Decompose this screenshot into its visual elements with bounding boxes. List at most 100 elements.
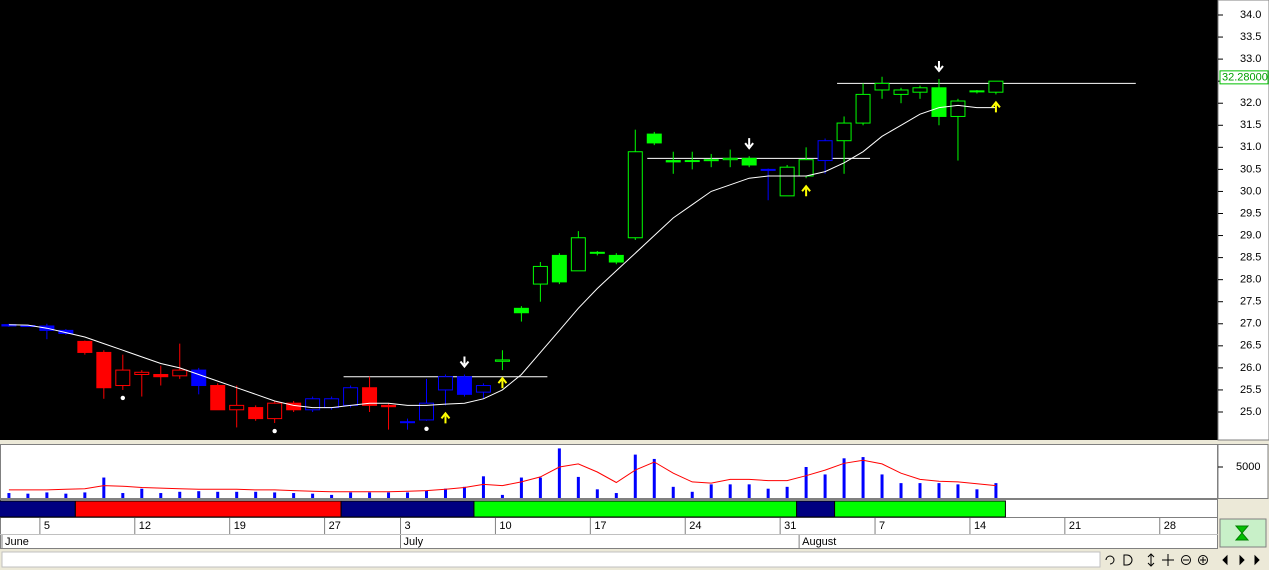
dot-marker <box>272 428 277 434</box>
volume-bar <box>64 493 68 498</box>
volume-bar <box>671 486 675 498</box>
candle-body <box>817 140 833 162</box>
sell-arrow <box>459 356 470 369</box>
candle-body <box>324 398 340 409</box>
trend-segment <box>74 500 342 518</box>
x-tick-label: 17 <box>594 520 606 532</box>
scrollbar[interactable] <box>1 551 1101 568</box>
x-tick-label: 28 <box>1164 520 1176 532</box>
volume-bar <box>652 458 656 498</box>
volume-bar <box>595 489 599 498</box>
candle-body <box>950 100 966 117</box>
y-tick-label: 33.5 <box>1240 31 1261 43</box>
candle-body <box>627 151 643 239</box>
volume-bar <box>349 492 353 498</box>
y-tick-label: 30.0 <box>1240 185 1261 197</box>
trend-segment <box>796 500 836 518</box>
volume-bar <box>804 467 808 498</box>
refresh-icon[interactable] <box>1105 555 1115 565</box>
volume-bar <box>519 477 523 498</box>
volume-bar <box>462 486 466 498</box>
last-price-label: 32.28000 <box>1222 71 1268 83</box>
candle-body <box>912 87 928 93</box>
candle-body <box>646 133 662 144</box>
candle-body <box>969 90 985 93</box>
zoom-in-plus <box>1200 557 1206 563</box>
volume-bar <box>633 454 637 498</box>
volume-bar <box>842 458 846 498</box>
hourglass-button[interactable] <box>1219 518 1267 548</box>
volume-bar <box>538 477 542 498</box>
x-tick-label: 3 <box>405 520 411 532</box>
candle-body <box>153 373 169 378</box>
volume-bar <box>197 491 201 498</box>
candle-body <box>741 157 757 166</box>
volume-ma <box>8 459 996 493</box>
x-tick-label: 27 <box>329 520 341 532</box>
volume-bar <box>368 492 372 498</box>
candle-body <box>513 307 529 314</box>
y-tick-label: 26.0 <box>1240 362 1261 374</box>
candle-body <box>210 385 226 411</box>
vzoom-icon[interactable] <box>1147 553 1155 567</box>
volume-bar <box>576 476 580 498</box>
volume-bar <box>7 493 11 498</box>
candle-body <box>798 159 814 177</box>
candle-body <box>855 93 871 124</box>
x-tick-label: 24 <box>689 520 701 532</box>
candle-body <box>418 402 434 421</box>
move-icon[interactable] <box>1162 554 1174 566</box>
volume-bar <box>899 483 903 498</box>
zoom-out-icon[interactable] <box>1181 555 1191 565</box>
next-icon[interactable] <box>1239 554 1245 566</box>
candle-body <box>532 265 548 285</box>
volume-bar <box>956 484 960 498</box>
volume-bar <box>121 493 125 498</box>
volume-bar <box>26 493 30 498</box>
trend-segment <box>834 500 1006 518</box>
candle-body <box>589 251 605 254</box>
volume-bar <box>45 492 49 498</box>
candle-body <box>134 371 150 375</box>
prev-icon[interactable] <box>1222 554 1228 566</box>
d-icon[interactable] <box>1123 554 1133 566</box>
y-tick-label: 29.0 <box>1240 229 1261 241</box>
candle-body <box>760 168 776 171</box>
x-tick-label: 12 <box>139 520 151 532</box>
volume-bar <box>766 488 770 498</box>
month-label: August <box>802 536 836 548</box>
candle-body <box>494 359 510 362</box>
y-tick-label: 28.0 <box>1240 274 1261 286</box>
candle-body <box>191 369 207 387</box>
end-icon[interactable] <box>1254 554 1260 566</box>
price-axis <box>1217 0 1269 441</box>
candle-body <box>684 160 700 163</box>
volume-bar <box>102 477 106 498</box>
zoom-in-icon[interactable] <box>1198 555 1208 565</box>
candle-body <box>400 421 416 424</box>
y-tick-label: 33.0 <box>1240 53 1261 65</box>
buy-arrow <box>497 376 508 389</box>
candle-body <box>343 387 359 406</box>
candle-body <box>267 402 283 420</box>
candle-body <box>551 254 567 283</box>
candle-body <box>96 351 112 389</box>
buy-arrow <box>991 100 1001 113</box>
candle-body <box>475 385 491 393</box>
volume-bar <box>747 484 751 498</box>
toolbar-icons <box>1105 553 1260 567</box>
volume-bar <box>443 488 447 498</box>
candle-body <box>874 82 890 91</box>
volume-bar <box>216 491 220 498</box>
volume-bar <box>292 493 296 498</box>
candle-body <box>570 237 586 272</box>
volume-bar <box>861 457 865 498</box>
trend-segment <box>340 500 475 518</box>
candle-body <box>172 369 188 377</box>
candle-body <box>893 89 909 95</box>
volume-bar <box>937 483 941 498</box>
y-tick-label: 26.5 <box>1240 340 1261 352</box>
candle-body <box>58 329 74 334</box>
candle-body <box>988 80 1004 93</box>
